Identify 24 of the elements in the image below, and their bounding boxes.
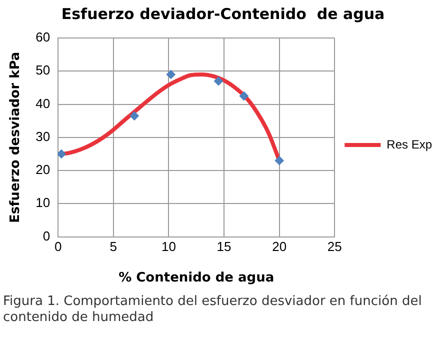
point [166, 70, 176, 79]
y-tick-label: 10 [36, 195, 50, 210]
text: Figura 1. Comportamiento del esfuerzo desviador en función del contenido de humedad [3, 294, 423, 326]
x-tick-label: 10 [161, 239, 176, 254]
x-tick-label: 20 [272, 239, 287, 254]
x-tick-label: 25 [327, 239, 342, 254]
x-tick-label: 15 [216, 239, 232, 254]
x-tick-label: 0 [54, 239, 62, 254]
legend-label: Res Exp [386, 137, 432, 152]
y-tick-label: 0 [42, 228, 50, 244]
point [214, 76, 223, 86]
y-tick-label: 50 [36, 62, 50, 78]
point [58, 149, 66, 158]
point [239, 91, 248, 100]
y-tick-label: 60 [36, 30, 50, 45]
y-tick-label: 40 [36, 96, 50, 111]
point [274, 156, 284, 166]
y-axis-title: Esfuerzo desviador kPa [8, 52, 24, 223]
y-tick-label: 30 [36, 128, 50, 144]
y-tick-label: 20 [36, 162, 50, 178]
x-axis-title: % Contenido de agua [118, 270, 274, 286]
x-tick-label: 5 [110, 239, 117, 254]
chart-title: Esfuerzo deviador-Contenido de agua [61, 4, 385, 23]
point [130, 111, 139, 120]
